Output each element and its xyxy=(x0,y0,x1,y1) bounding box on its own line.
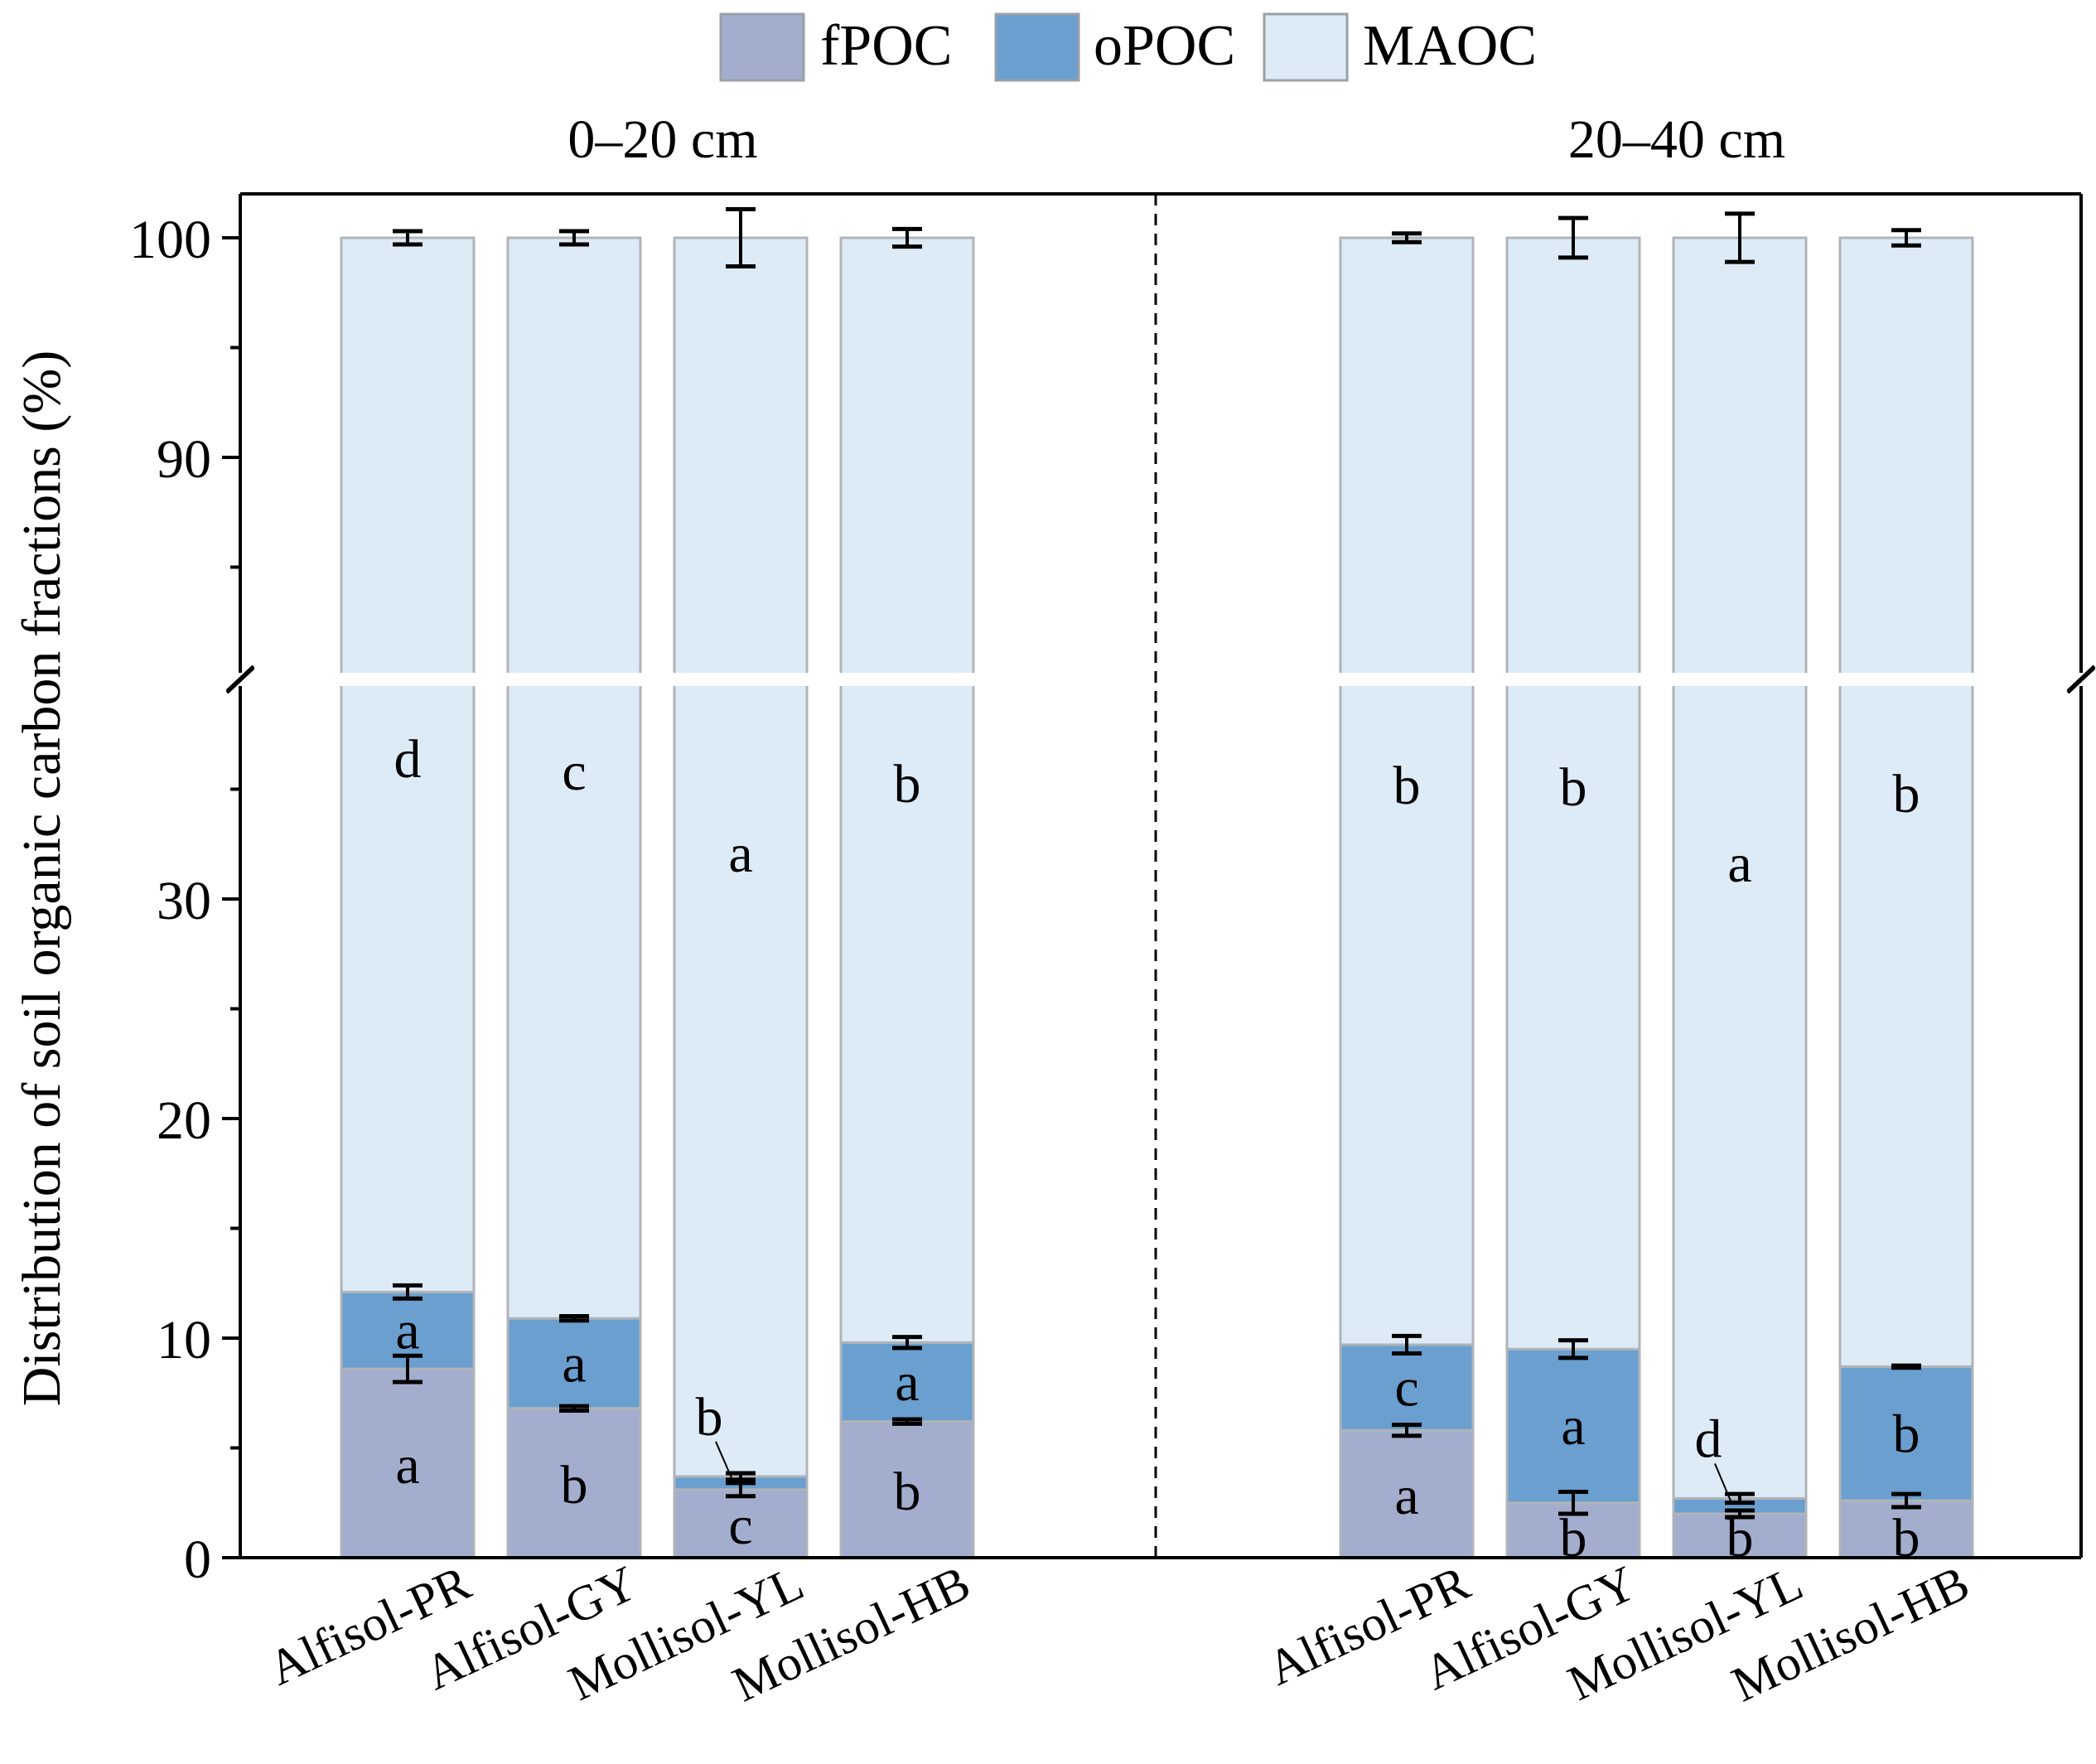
error-bar-MAOC-p0-Mollisol-YL xyxy=(726,207,756,268)
axes xyxy=(225,192,2096,1559)
error-bar-oPOC-p0-Mollisol-YL xyxy=(726,1471,756,1482)
x-tick-labels: Alfisol-PRAlfisol-GYMollisol-YLMollisol-… xyxy=(260,1555,1978,1712)
letter-fPOC-p1-Mollisol-HB: b xyxy=(1893,1508,1920,1568)
error-bar-oPOC-p1-Alfisol-PR xyxy=(1392,1333,1422,1356)
letter-oPOC-p0-Alfisol-PR: a xyxy=(395,1301,419,1361)
bar-MAOC-p1-Alfisol-PR xyxy=(1339,236,1475,1346)
axis-break-gap xyxy=(237,673,2084,686)
letter-MAOC-p0-Mollisol-YL: a xyxy=(728,824,752,884)
letter-MAOC-p0-Mollisol-HB: b xyxy=(894,754,921,814)
error-bar-MAOC-p1-Alfisol-PR xyxy=(1392,231,1422,244)
error-bar-fPOC-p1-Mollisol-HB xyxy=(1891,1491,1921,1510)
error-bar-oPOC-p0-Alfisol-PR xyxy=(393,1283,423,1301)
letter-oPOC-p1-Alfisol-PR: c xyxy=(1394,1358,1418,1418)
y-axis-title: Distribution of soil organic carbon frac… xyxy=(12,350,72,1406)
error-bar-MAOC-p0-Alfisol-PR xyxy=(393,229,423,247)
panel-title-0: 0–20 cm xyxy=(567,109,757,170)
legend-swatch-MAOC xyxy=(1263,12,1349,82)
y-tick-label-20: 20 xyxy=(157,1090,211,1151)
letter-oPOC-p1-Mollisol-YL: d xyxy=(1695,1409,1722,1469)
error-bars xyxy=(393,207,1921,1520)
legend-label-fPOC: fPOC xyxy=(820,14,952,78)
bar-fPOC-p0-Alfisol-GY xyxy=(506,1407,642,1559)
bars xyxy=(340,236,1974,1559)
bar-fPOC-p1-Mollisol-YL xyxy=(1672,1512,1808,1559)
letter-MAOC-p1-Alfisol-GY: b xyxy=(1560,757,1587,818)
error-bar-MAOC-p0-Alfisol-GY xyxy=(559,229,589,247)
bar-oPOC-p1-Mollisol-HB xyxy=(1838,1365,1974,1502)
error-bar-fPOC-p0-Mollisol-HB xyxy=(892,1417,922,1426)
error-bar-MAOC-p0-Mollisol-HB xyxy=(892,226,922,249)
bar-fPOC-p0-Alfisol-PR xyxy=(340,1367,476,1559)
y-tick-label-30: 30 xyxy=(157,871,211,931)
bar-MAOC-p0-Mollisol-YL xyxy=(673,236,809,1478)
error-bar-oPOC-p0-Mollisol-HB xyxy=(892,1335,922,1351)
y-tick-label-10: 10 xyxy=(157,1310,211,1370)
letter-MAOC-p1-Alfisol-PR: b xyxy=(1393,756,1421,816)
break-mark-1-b xyxy=(2066,666,2096,694)
letter-MAOC-p0-Alfisol-GY: c xyxy=(562,742,586,802)
bar-MAOC-p0-Alfisol-GY xyxy=(506,236,642,1320)
letter-fPOC-p0-Alfisol-GY: b xyxy=(561,1455,588,1515)
letter-MAOC-p1-Mollisol-YL: a xyxy=(1727,834,1751,894)
letter-oPOC-p0-Alfisol-GY: a xyxy=(562,1333,586,1394)
legend-label-oPOC: oPOC xyxy=(1094,14,1235,78)
error-bar-oPOC-p1-Alfisol-GY xyxy=(1558,1338,1588,1360)
break-mark-0-b xyxy=(225,666,255,694)
error-bar-MAOC-p1-Alfisol-GY xyxy=(1558,215,1588,260)
bar-oPOC-p1-Alfisol-PR xyxy=(1339,1343,1475,1432)
legend-swatch-oPOC xyxy=(994,12,1080,82)
letter-MAOC-p0-Alfisol-PR: d xyxy=(394,729,422,790)
error-bar-fPOC-p0-Alfisol-PR xyxy=(393,1353,423,1385)
error-bar-fPOC-p1-Alfisol-PR xyxy=(1392,1423,1422,1438)
error-bar-fPOC-p0-Mollisol-YL xyxy=(726,1481,756,1499)
legend-swatch-fPOC xyxy=(719,12,805,82)
error-bar-fPOC-p1-Alfisol-GY xyxy=(1558,1490,1588,1516)
bar-fPOC-p1-Alfisol-PR xyxy=(1339,1428,1475,1559)
y-tick-label-0: 0 xyxy=(184,1530,211,1590)
letter-fPOC-p1-Alfisol-PR: a xyxy=(1394,1466,1418,1526)
error-bar-fPOC-p1-Mollisol-YL xyxy=(1725,1508,1755,1520)
letter-oPOC-p1-Alfisol-GY: a xyxy=(1561,1396,1585,1457)
letter-oPOC-p1-Mollisol-HB: b xyxy=(1893,1404,1920,1464)
y-ticks: 0 10 20 30 90 100 xyxy=(129,210,240,1590)
error-bar-MAOC-p1-Mollisol-YL xyxy=(1725,211,1755,264)
letter-fPOC-p0-Mollisol-HB: b xyxy=(894,1462,921,1522)
y-tick-label-90: 90 xyxy=(157,429,211,490)
error-bar-oPOC-p1-Mollisol-HB xyxy=(1891,1363,1921,1370)
error-bar-MAOC-p1-Mollisol-HB xyxy=(1891,228,1921,248)
bar-MAOC-p1-Mollisol-YL xyxy=(1672,236,1808,1500)
bar-oPOC-p1-Alfisol-GY xyxy=(1505,1347,1641,1505)
error-bar-oPOC-p1-Mollisol-YL xyxy=(1725,1491,1755,1505)
bar-fPOC-p0-Mollisol-HB xyxy=(839,1420,975,1559)
letter-MAOC-p1-Mollisol-HB: b xyxy=(1893,764,1920,824)
panel-title-1: 20–40 cm xyxy=(1568,109,1785,170)
letter-leader-p1-Mollisol-YL xyxy=(1714,1463,1732,1504)
letter-oPOC-p0-Mollisol-HB: a xyxy=(895,1352,919,1413)
letter-fPOC-p1-Mollisol-YL: b xyxy=(1727,1508,1754,1568)
error-bar-fPOC-p0-Alfisol-GY xyxy=(559,1404,589,1413)
letter-fPOC-p1-Alfisol-GY: b xyxy=(1560,1508,1587,1568)
letter-fPOC-p0-Alfisol-PR: a xyxy=(395,1435,419,1496)
letter-leader-p0-Mollisol-YL xyxy=(715,1441,733,1481)
bar-MAOC-p1-Mollisol-HB xyxy=(1838,236,1974,1368)
error-bar-oPOC-p0-Alfisol-GY xyxy=(559,1314,589,1323)
letter-oPOC-p0-Mollisol-YL: b xyxy=(696,1387,723,1447)
bar-MAOC-p1-Alfisol-GY xyxy=(1505,236,1641,1351)
letter-fPOC-p0-Mollisol-YL: c xyxy=(728,1496,752,1556)
y-tick-label-100: 100 xyxy=(129,210,211,270)
legend-label-MAOC: MAOC xyxy=(1363,14,1537,78)
